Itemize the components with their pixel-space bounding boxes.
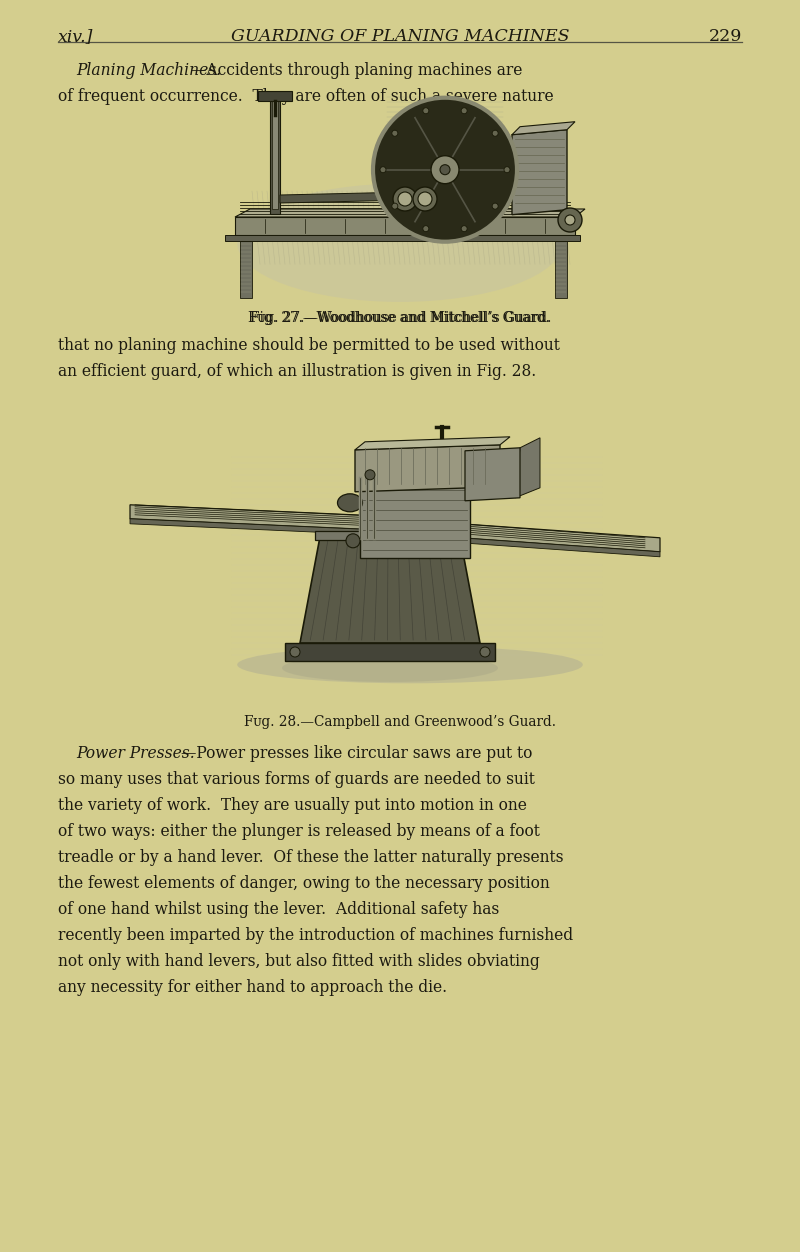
Ellipse shape: [282, 654, 498, 682]
Circle shape: [346, 533, 360, 548]
Circle shape: [461, 108, 467, 114]
Text: —Power presses like circular saws are put to: —Power presses like circular saws are pu…: [181, 745, 532, 762]
Text: the fewest elements of danger, owing to the necessary position: the fewest elements of danger, owing to …: [58, 875, 550, 891]
Circle shape: [290, 647, 300, 657]
Polygon shape: [355, 437, 510, 449]
Text: GUARDING OF PLANING MACHINES: GUARDING OF PLANING MACHINES: [230, 28, 570, 45]
Text: that no planing machine should be permitted to be used without: that no planing machine should be permit…: [58, 337, 560, 354]
Circle shape: [398, 192, 412, 207]
Circle shape: [565, 215, 575, 225]
Text: Fᴜg. 28.—Campbell and Greenwood’s Guard.: Fᴜg. 28.—Campbell and Greenwood’s Guard.: [244, 715, 556, 729]
Ellipse shape: [338, 493, 362, 512]
Polygon shape: [130, 518, 420, 537]
Polygon shape: [515, 438, 540, 498]
Text: of frequent occurrence.  They are often of such a severe nature: of frequent occurrence. They are often o…: [58, 88, 554, 105]
Polygon shape: [418, 521, 660, 552]
Polygon shape: [465, 448, 520, 501]
Circle shape: [392, 203, 398, 209]
Polygon shape: [300, 537, 480, 644]
Polygon shape: [555, 240, 567, 298]
Circle shape: [365, 470, 375, 480]
Text: an efficient guard, of which an illustration is given in Fig. 28.: an efficient guard, of which an illustra…: [58, 363, 536, 381]
Text: —Accidents through planing machines are: —Accidents through planing machines are: [191, 63, 522, 79]
Circle shape: [492, 203, 498, 209]
Polygon shape: [130, 505, 420, 532]
Circle shape: [480, 647, 490, 657]
Text: recently been imparted by the introduction of machines furnished: recently been imparted by the introducti…: [58, 926, 573, 944]
Polygon shape: [240, 240, 252, 298]
Polygon shape: [225, 235, 580, 240]
Polygon shape: [360, 483, 470, 558]
Polygon shape: [512, 130, 567, 214]
Circle shape: [440, 165, 450, 175]
Ellipse shape: [238, 646, 582, 684]
Polygon shape: [355, 444, 500, 492]
Text: of one hand whilst using the lever.  Additional safety has: of one hand whilst using the lever. Addi…: [58, 901, 499, 918]
Polygon shape: [272, 101, 278, 209]
Circle shape: [504, 167, 510, 173]
Text: the variety of work.  They are usually put into motion in one: the variety of work. They are usually pu…: [58, 798, 527, 814]
Text: treadle or by a hand lever.  Of these the latter naturally presents: treadle or by a hand lever. Of these the…: [58, 849, 563, 866]
Ellipse shape: [402, 131, 503, 218]
Text: xiv.]: xiv.]: [58, 28, 94, 45]
Circle shape: [431, 155, 459, 184]
Polygon shape: [285, 644, 495, 661]
Text: not only with hand levers, but also fitted with slides obviating: not only with hand levers, but also fitt…: [58, 953, 540, 970]
Text: Fig. 27.—Woodhouse and Mitchell’s Guard.: Fig. 27.—Woodhouse and Mitchell’s Guard.: [250, 310, 550, 326]
Circle shape: [373, 98, 517, 242]
Text: any necessity for either hand to approach the die.: any necessity for either hand to approac…: [58, 979, 447, 997]
Text: Power Presses.: Power Presses.: [76, 745, 194, 762]
Circle shape: [558, 208, 582, 232]
Text: of two ways: either the plunger is released by means of a foot: of two ways: either the plunger is relea…: [58, 823, 540, 840]
Text: Planing Machines.: Planing Machines.: [76, 63, 221, 79]
Circle shape: [380, 167, 386, 173]
Text: Fᴜg. 27.—Woodhouse and Mitchell’s Guard.: Fᴜg. 27.—Woodhouse and Mitchell’s Guard.: [248, 310, 552, 326]
Polygon shape: [235, 217, 575, 235]
Polygon shape: [270, 93, 280, 214]
Circle shape: [492, 130, 498, 136]
Polygon shape: [258, 91, 292, 101]
Polygon shape: [512, 121, 575, 135]
Polygon shape: [280, 192, 410, 203]
Circle shape: [461, 225, 467, 232]
Circle shape: [423, 225, 429, 232]
Circle shape: [423, 108, 429, 114]
Text: 229: 229: [709, 28, 742, 45]
Text: so many uses that various forms of guards are needed to suit: so many uses that various forms of guard…: [58, 771, 535, 788]
Circle shape: [392, 130, 398, 136]
Ellipse shape: [237, 184, 562, 302]
Circle shape: [413, 187, 437, 212]
Polygon shape: [235, 209, 585, 217]
Circle shape: [418, 192, 432, 207]
Circle shape: [393, 187, 417, 212]
Polygon shape: [315, 531, 465, 540]
Polygon shape: [418, 535, 660, 557]
